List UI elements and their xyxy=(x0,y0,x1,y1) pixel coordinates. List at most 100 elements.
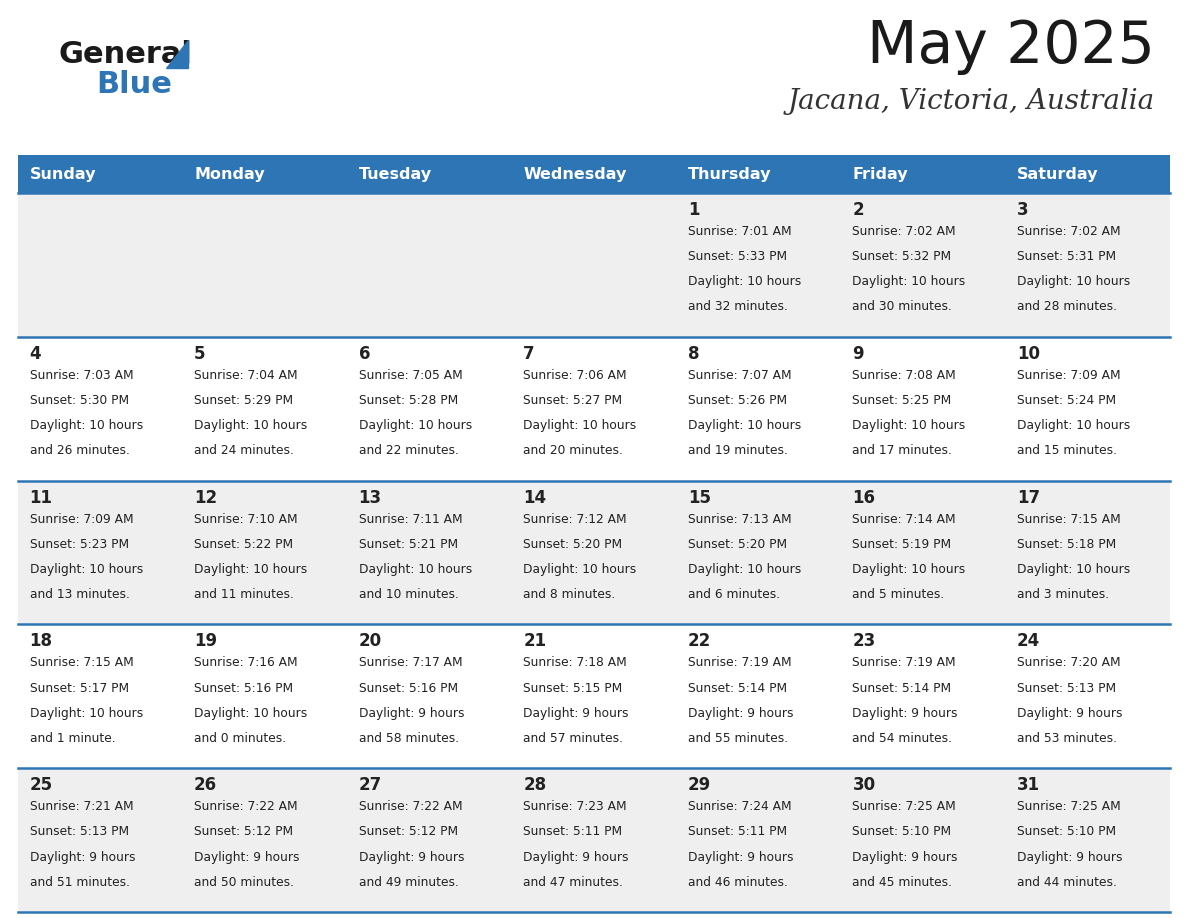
Bar xyxy=(512,481,676,624)
Text: Sunrise: 7:14 AM: Sunrise: 7:14 AM xyxy=(852,512,956,526)
Text: and 45 minutes.: and 45 minutes. xyxy=(852,876,953,889)
Text: Daylight: 9 hours: Daylight: 9 hours xyxy=(359,707,465,720)
Bar xyxy=(676,155,841,193)
Text: and 24 minutes.: and 24 minutes. xyxy=(194,444,293,457)
Text: 3: 3 xyxy=(1017,201,1029,219)
Text: Sunrise: 7:01 AM: Sunrise: 7:01 AM xyxy=(688,225,791,238)
Text: Sunset: 5:31 PM: Sunset: 5:31 PM xyxy=(1017,251,1116,263)
Text: 24: 24 xyxy=(1017,633,1041,650)
Bar xyxy=(512,155,676,193)
Text: Daylight: 10 hours: Daylight: 10 hours xyxy=(1017,420,1130,432)
Text: Sunset: 5:12 PM: Sunset: 5:12 PM xyxy=(194,825,293,838)
Text: Sunrise: 7:19 AM: Sunrise: 7:19 AM xyxy=(852,656,956,669)
Text: and 8 minutes.: and 8 minutes. xyxy=(523,588,615,601)
Text: Daylight: 9 hours: Daylight: 9 hours xyxy=(688,707,794,720)
Text: Daylight: 9 hours: Daylight: 9 hours xyxy=(523,851,628,864)
Text: Daylight: 9 hours: Daylight: 9 hours xyxy=(359,851,465,864)
Bar xyxy=(183,155,347,193)
Bar xyxy=(18,193,183,337)
Text: Sunset: 5:11 PM: Sunset: 5:11 PM xyxy=(523,825,623,838)
Bar xyxy=(676,481,841,624)
Text: 31: 31 xyxy=(1017,777,1040,794)
Text: Wednesday: Wednesday xyxy=(523,166,626,182)
Text: Daylight: 9 hours: Daylight: 9 hours xyxy=(523,707,628,720)
Text: Sunday: Sunday xyxy=(30,166,96,182)
Text: Sunset: 5:13 PM: Sunset: 5:13 PM xyxy=(30,825,128,838)
Text: and 51 minutes.: and 51 minutes. xyxy=(30,876,129,889)
Text: and 15 minutes.: and 15 minutes. xyxy=(1017,444,1117,457)
Text: and 17 minutes.: and 17 minutes. xyxy=(852,444,953,457)
Bar xyxy=(1005,481,1170,624)
Text: Friday: Friday xyxy=(852,166,908,182)
Bar xyxy=(676,193,841,337)
Bar xyxy=(183,768,347,912)
Text: Sunset: 5:18 PM: Sunset: 5:18 PM xyxy=(1017,538,1117,551)
Text: Sunrise: 7:02 AM: Sunrise: 7:02 AM xyxy=(852,225,956,238)
Text: Sunset: 5:16 PM: Sunset: 5:16 PM xyxy=(194,681,293,695)
Text: 25: 25 xyxy=(30,777,52,794)
Text: and 20 minutes.: and 20 minutes. xyxy=(523,444,624,457)
Text: Daylight: 9 hours: Daylight: 9 hours xyxy=(194,851,299,864)
Text: Sunrise: 7:21 AM: Sunrise: 7:21 AM xyxy=(30,800,133,813)
Text: Sunrise: 7:23 AM: Sunrise: 7:23 AM xyxy=(523,800,627,813)
Text: 4: 4 xyxy=(30,345,42,363)
Text: 10: 10 xyxy=(1017,345,1040,363)
Text: Sunrise: 7:02 AM: Sunrise: 7:02 AM xyxy=(1017,225,1120,238)
Text: Daylight: 10 hours: Daylight: 10 hours xyxy=(688,275,801,288)
Text: 20: 20 xyxy=(359,633,381,650)
Text: Sunset: 5:23 PM: Sunset: 5:23 PM xyxy=(30,538,128,551)
Text: 19: 19 xyxy=(194,633,217,650)
Text: Daylight: 9 hours: Daylight: 9 hours xyxy=(1017,707,1123,720)
Text: Sunset: 5:20 PM: Sunset: 5:20 PM xyxy=(688,538,786,551)
Text: and 47 minutes.: and 47 minutes. xyxy=(523,876,624,889)
Text: Monday: Monday xyxy=(194,166,265,182)
Text: 5: 5 xyxy=(194,345,206,363)
Text: Sunrise: 7:25 AM: Sunrise: 7:25 AM xyxy=(852,800,956,813)
Text: Sunrise: 7:10 AM: Sunrise: 7:10 AM xyxy=(194,512,298,526)
Text: 29: 29 xyxy=(688,777,712,794)
Text: Tuesday: Tuesday xyxy=(359,166,431,182)
Bar xyxy=(841,337,1005,481)
Text: Sunset: 5:13 PM: Sunset: 5:13 PM xyxy=(1017,681,1116,695)
Bar xyxy=(512,193,676,337)
Text: Daylight: 10 hours: Daylight: 10 hours xyxy=(852,563,966,576)
Text: and 13 minutes.: and 13 minutes. xyxy=(30,588,129,601)
Bar xyxy=(841,768,1005,912)
Text: Sunset: 5:22 PM: Sunset: 5:22 PM xyxy=(194,538,293,551)
Bar xyxy=(841,193,1005,337)
Text: Sunrise: 7:03 AM: Sunrise: 7:03 AM xyxy=(30,369,133,382)
Text: 11: 11 xyxy=(30,488,52,507)
Text: 21: 21 xyxy=(523,633,546,650)
Bar xyxy=(1005,624,1170,768)
Text: Sunset: 5:14 PM: Sunset: 5:14 PM xyxy=(852,681,952,695)
Text: and 32 minutes.: and 32 minutes. xyxy=(688,300,788,313)
Text: Daylight: 9 hours: Daylight: 9 hours xyxy=(852,707,958,720)
Text: Sunrise: 7:08 AM: Sunrise: 7:08 AM xyxy=(852,369,956,382)
Text: and 3 minutes.: and 3 minutes. xyxy=(1017,588,1110,601)
Text: 2: 2 xyxy=(852,201,864,219)
Text: 18: 18 xyxy=(30,633,52,650)
Bar xyxy=(18,155,183,193)
Bar xyxy=(347,155,512,193)
Bar xyxy=(1005,155,1170,193)
Text: Sunset: 5:20 PM: Sunset: 5:20 PM xyxy=(523,538,623,551)
Bar xyxy=(841,481,1005,624)
Text: and 11 minutes.: and 11 minutes. xyxy=(194,588,293,601)
Text: Sunset: 5:10 PM: Sunset: 5:10 PM xyxy=(852,825,952,838)
Text: and 57 minutes.: and 57 minutes. xyxy=(523,732,624,744)
Text: Sunset: 5:10 PM: Sunset: 5:10 PM xyxy=(1017,825,1116,838)
Bar xyxy=(512,337,676,481)
Text: May 2025: May 2025 xyxy=(867,18,1155,75)
Bar xyxy=(347,624,512,768)
Text: and 22 minutes.: and 22 minutes. xyxy=(359,444,459,457)
Text: Daylight: 10 hours: Daylight: 10 hours xyxy=(194,707,308,720)
Text: Sunrise: 7:11 AM: Sunrise: 7:11 AM xyxy=(359,512,462,526)
Text: 27: 27 xyxy=(359,777,381,794)
Text: Daylight: 10 hours: Daylight: 10 hours xyxy=(359,420,472,432)
Text: Sunrise: 7:05 AM: Sunrise: 7:05 AM xyxy=(359,369,462,382)
Text: Jacana, Victoria, Australia: Jacana, Victoria, Australia xyxy=(788,88,1155,115)
Text: and 30 minutes.: and 30 minutes. xyxy=(852,300,953,313)
Text: Sunset: 5:30 PM: Sunset: 5:30 PM xyxy=(30,394,128,407)
Text: Daylight: 10 hours: Daylight: 10 hours xyxy=(194,420,308,432)
Text: Sunset: 5:32 PM: Sunset: 5:32 PM xyxy=(852,251,952,263)
